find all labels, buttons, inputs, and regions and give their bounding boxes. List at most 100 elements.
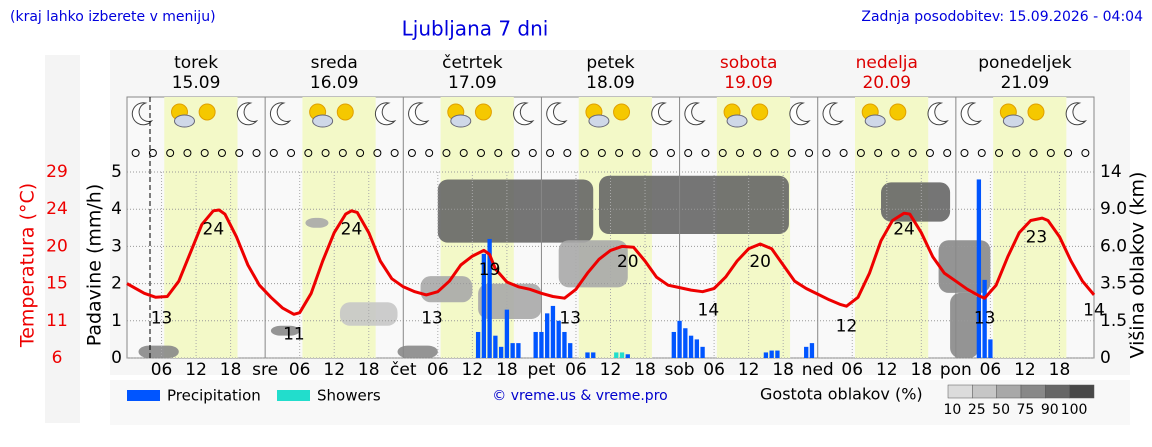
precip-bar <box>550 305 556 358</box>
precip-bar <box>619 352 625 358</box>
wind-symbol <box>217 149 226 157</box>
y2-tick-label: 9.0 <box>1100 199 1127 219</box>
wind-symbol <box>166 149 175 157</box>
x-tick-label: 06 <box>841 360 863 380</box>
cloud-scale-label: 100 <box>1061 402 1088 418</box>
day-name: torek <box>174 53 218 73</box>
temp-axis-label: Temperatura (°C) <box>17 183 39 348</box>
precip-bar <box>487 238 492 358</box>
subtitle: (kraj lahko izberete v meniju) <box>10 9 216 25</box>
y-tick-label: 2 <box>111 274 122 294</box>
x-tick-label: 06 <box>289 360 311 380</box>
y2-tick-label: 14 <box>1100 162 1122 182</box>
wind-symbol <box>1029 149 1038 157</box>
precip-bar <box>988 339 993 358</box>
y-tick-label: 1 <box>111 311 122 331</box>
wind-symbol <box>649 149 658 157</box>
x-tick-label: 18 <box>1049 360 1071 380</box>
wind-symbol <box>356 149 365 157</box>
wind-symbol <box>148 149 157 157</box>
wind-symbol <box>822 149 831 157</box>
cloud-scale-box <box>1020 384 1046 399</box>
wind-symbol <box>856 149 865 157</box>
day-date: 19.09 <box>724 73 773 93</box>
precip-bar <box>539 331 544 358</box>
precip-bar <box>763 352 769 358</box>
temp-label: 19 <box>479 260 501 280</box>
chart-title: Ljubljana 7 dni <box>402 17 549 41</box>
day-date: 18.09 <box>586 73 635 93</box>
wind-symbol <box>805 149 814 157</box>
wind-symbol <box>1046 149 1055 157</box>
temp-label: 13 <box>559 308 581 328</box>
precip-bar <box>804 346 809 358</box>
wind-symbol <box>373 149 382 157</box>
y-tick-label: 3 <box>111 236 122 256</box>
precip-bar <box>694 339 699 358</box>
precip-bar <box>625 354 630 358</box>
legend-label: Showers <box>317 387 381 405</box>
temp-label: 14 <box>1083 300 1105 320</box>
day-date: 21.09 <box>1001 73 1050 93</box>
cloud-patch <box>305 217 329 228</box>
wind-symbol <box>684 149 693 157</box>
moon-icon <box>236 102 259 126</box>
moon-icon <box>651 102 673 126</box>
x-tick-label: 12 <box>462 360 484 380</box>
x-tick-label: 12 <box>323 360 345 380</box>
sun-icon <box>1027 103 1045 121</box>
moon-icon <box>789 102 811 126</box>
temp-label: 13 <box>421 308 443 328</box>
temp-tick-label: 11 <box>46 311 68 331</box>
wind-symbol <box>718 149 727 157</box>
x-tick-label: 18 <box>496 360 518 380</box>
x-tick-label: pon <box>940 360 972 380</box>
temp-label: 24 <box>893 219 915 239</box>
day-name: nedelja <box>856 53 918 73</box>
temp-label: 14 <box>698 300 720 320</box>
temp-label: 11 <box>283 325 305 345</box>
cloud-patch <box>397 345 438 358</box>
wind-symbol <box>494 149 503 157</box>
moon-icon <box>374 102 397 126</box>
wind-symbol <box>995 149 1004 157</box>
wind-symbol <box>943 149 952 157</box>
moon-icon <box>546 102 568 126</box>
wind-symbol <box>632 149 641 157</box>
cloud-patch <box>598 175 789 234</box>
wind-symbol <box>925 149 934 157</box>
x-tick-label: 18 <box>358 360 380 380</box>
wind-symbol <box>563 149 572 157</box>
wind-symbol <box>390 149 399 157</box>
sun-icon <box>751 103 769 121</box>
moon-icon <box>1065 102 1088 126</box>
left-panel <box>45 55 80 423</box>
sun-icon <box>474 103 492 121</box>
moon-icon <box>408 102 430 126</box>
cloud-legend-title: Gostota oblakov (%) <box>760 385 923 404</box>
cloud-scale-box <box>996 384 1022 399</box>
precip-bar <box>976 179 982 358</box>
x-tick-label: 06 <box>427 360 449 380</box>
cloud-patch <box>270 325 300 336</box>
cloud-icon <box>726 114 748 128</box>
moon-icon <box>513 102 535 126</box>
wind-symbol <box>252 149 261 157</box>
wind-symbol <box>960 149 969 157</box>
precip-bar <box>809 343 815 358</box>
cloud-scale-box <box>947 384 973 399</box>
wind-symbol <box>839 149 848 157</box>
cloud-patch <box>138 345 179 358</box>
temp-label: 20 <box>617 252 639 272</box>
sun-icon <box>336 103 354 121</box>
x-tick-label: pet <box>527 360 555 380</box>
moon-icon <box>684 102 706 126</box>
precip-bar <box>481 253 487 358</box>
day-name: sobota <box>720 53 778 73</box>
wind-symbol <box>615 149 624 157</box>
day-date: 17.09 <box>448 73 497 93</box>
x-tick-label: 18 <box>220 360 242 380</box>
wind-symbol <box>287 149 296 157</box>
x-tick-label: 12 <box>738 360 760 380</box>
